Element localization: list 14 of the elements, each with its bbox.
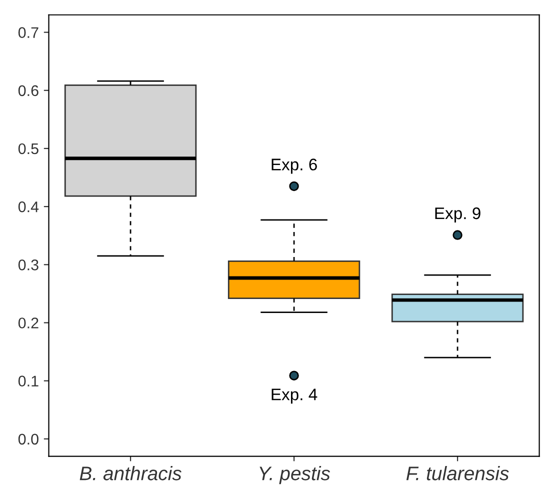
- annotation: Exp. 9: [435, 207, 480, 223]
- y-tick-label: 0.0: [18, 434, 38, 445]
- y-tick-label: 0.3: [18, 260, 38, 270]
- y-tick-label: 0.4: [18, 201, 39, 212]
- annotation: Exp. 4: [272, 388, 318, 404]
- x-tick-label: Y. pestis: [260, 466, 330, 484]
- x-tick-label: F. tularensis: [406, 466, 509, 480]
- y-tick-label: 0.7: [18, 27, 38, 38]
- y-tick-label: 0.6: [18, 85, 38, 96]
- y-tick-label: 0.2: [18, 318, 38, 328]
- annotation: Exp. 6: [272, 158, 317, 174]
- y-tick-label: 0.1: [18, 376, 38, 386]
- x-tick-label: B. anthracis: [80, 466, 182, 480]
- y-tick-label: 0.5: [18, 143, 38, 154]
